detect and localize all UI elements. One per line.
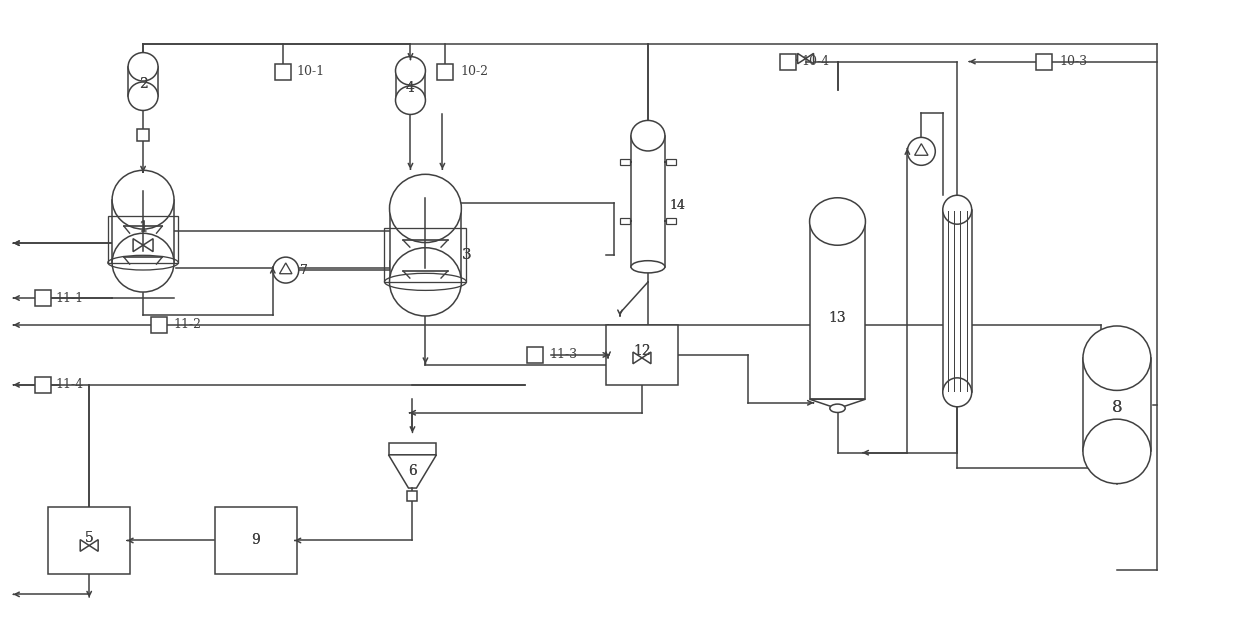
Bar — [408, 492, 418, 502]
Bar — [215, 506, 296, 574]
Text: 2: 2 — [139, 77, 148, 90]
Text: 8: 8 — [1111, 399, 1122, 416]
Bar — [666, 218, 676, 224]
Ellipse shape — [942, 378, 972, 407]
Text: 6: 6 — [408, 464, 417, 478]
Bar — [606, 325, 678, 385]
Text: 5: 5 — [84, 531, 93, 546]
Polygon shape — [942, 210, 972, 392]
Ellipse shape — [396, 86, 425, 115]
Text: 3: 3 — [463, 248, 472, 262]
Bar — [666, 159, 676, 165]
Text: 12: 12 — [634, 344, 651, 358]
Polygon shape — [810, 222, 866, 399]
Polygon shape — [396, 71, 425, 100]
Polygon shape — [133, 239, 143, 252]
Bar — [1037, 54, 1052, 70]
Circle shape — [908, 138, 935, 165]
Text: 14: 14 — [670, 199, 686, 212]
Bar — [35, 377, 51, 393]
Text: 14: 14 — [670, 199, 686, 212]
Bar — [138, 130, 149, 141]
Text: 8: 8 — [1111, 399, 1122, 416]
Ellipse shape — [128, 52, 157, 81]
Polygon shape — [112, 200, 174, 263]
Text: 1: 1 — [138, 220, 148, 234]
Polygon shape — [1083, 358, 1151, 452]
Polygon shape — [89, 540, 98, 551]
Ellipse shape — [830, 404, 846, 412]
Ellipse shape — [396, 57, 425, 85]
Text: 13: 13 — [828, 311, 847, 325]
Text: 7: 7 — [300, 264, 308, 277]
Polygon shape — [128, 67, 157, 96]
Polygon shape — [797, 54, 806, 64]
Text: 11-4: 11-4 — [56, 378, 83, 391]
Text: 10-2: 10-2 — [460, 65, 489, 78]
Text: 13: 13 — [828, 311, 847, 325]
Ellipse shape — [389, 174, 461, 242]
Text: 11-3: 11-3 — [549, 348, 578, 361]
Polygon shape — [388, 455, 436, 488]
Bar — [275, 64, 290, 80]
Ellipse shape — [128, 82, 157, 110]
Polygon shape — [389, 209, 461, 282]
Text: 10-3: 10-3 — [1059, 55, 1087, 68]
Bar — [620, 159, 630, 165]
Bar — [527, 347, 543, 363]
Polygon shape — [810, 399, 866, 407]
Polygon shape — [81, 540, 89, 551]
Bar — [151, 317, 167, 333]
Bar — [438, 64, 454, 80]
Bar — [620, 218, 630, 224]
Text: 9: 9 — [252, 533, 260, 548]
Polygon shape — [632, 352, 642, 364]
Ellipse shape — [112, 170, 174, 229]
Text: 11-2: 11-2 — [174, 318, 201, 331]
Ellipse shape — [112, 233, 174, 292]
Polygon shape — [642, 352, 651, 364]
Polygon shape — [631, 136, 665, 267]
Bar — [388, 444, 436, 455]
Text: 12: 12 — [634, 344, 651, 358]
Text: 9: 9 — [252, 533, 260, 548]
Text: 6: 6 — [408, 464, 417, 478]
Text: 4: 4 — [405, 80, 415, 95]
Text: 4: 4 — [405, 80, 415, 95]
Ellipse shape — [942, 195, 972, 224]
Text: 10-1: 10-1 — [296, 65, 325, 78]
Circle shape — [273, 257, 299, 283]
Bar — [48, 506, 130, 574]
Text: 10-4: 10-4 — [801, 55, 830, 68]
Ellipse shape — [1083, 326, 1151, 391]
Bar — [780, 54, 796, 70]
Polygon shape — [143, 239, 153, 252]
Ellipse shape — [631, 120, 665, 151]
Ellipse shape — [1083, 419, 1151, 483]
Text: 7: 7 — [300, 264, 308, 277]
Bar — [35, 290, 51, 306]
Ellipse shape — [631, 260, 665, 273]
Text: 11-1: 11-1 — [56, 292, 83, 305]
Ellipse shape — [810, 197, 866, 245]
Text: 5: 5 — [84, 531, 93, 546]
Polygon shape — [806, 54, 813, 64]
Text: 2: 2 — [139, 77, 148, 90]
Ellipse shape — [389, 248, 461, 316]
Text: 1: 1 — [138, 221, 148, 235]
Text: 3: 3 — [463, 248, 472, 262]
